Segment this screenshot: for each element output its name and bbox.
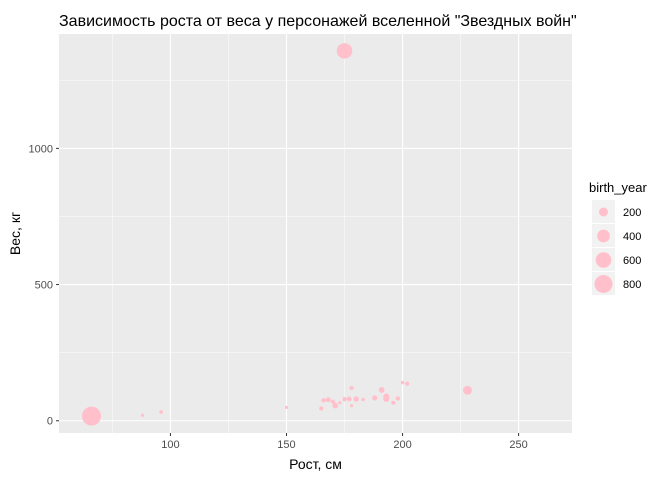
- data-point: [383, 395, 390, 402]
- data-point: [349, 404, 354, 408]
- data-point: [159, 410, 163, 414]
- data-point: [378, 387, 385, 393]
- data-point: [395, 396, 401, 401]
- legend: birth_year 200 400 600 800: [589, 180, 647, 295]
- legend-keys: 200 400 600 800: [592, 200, 641, 295]
- legend-key-point: [599, 207, 608, 217]
- data-point: [325, 397, 331, 403]
- data-point: [336, 43, 353, 59]
- minor-gridlines: [59, 34, 572, 433]
- y-axis-title: Вес, кг: [7, 212, 23, 255]
- data-point: [342, 397, 347, 402]
- legend-label: 800: [623, 279, 641, 291]
- data-point: [319, 406, 324, 411]
- x-axis-title: Рост, см: [289, 456, 342, 472]
- x-tick-label: 150: [277, 439, 295, 451]
- legend-key-point: [594, 275, 613, 293]
- data-point: [391, 400, 396, 405]
- major-gridlines: [59, 34, 572, 433]
- chart-title: Зависимость роста от веса у персонажей в…: [59, 13, 577, 30]
- x-tick-label: 200: [393, 439, 411, 451]
- data-point: [349, 386, 354, 391]
- x-tick-label: 100: [161, 439, 179, 451]
- legend-label: 200: [623, 207, 641, 219]
- data-points: [81, 43, 473, 426]
- data-point: [346, 396, 352, 402]
- data-point: [321, 398, 326, 403]
- data-point: [140, 413, 145, 417]
- legend-label: 400: [623, 231, 641, 243]
- y-tick-label: 0: [47, 416, 53, 428]
- y-axis: 0 500 1000: [29, 143, 59, 428]
- y-tick-label: 1000: [29, 143, 53, 155]
- x-axis: 100 150 200 250: [161, 433, 528, 451]
- data-point: [372, 395, 378, 401]
- legend-key-point: [595, 252, 612, 268]
- x-tick-label: 250: [509, 439, 527, 451]
- data-point: [400, 380, 405, 385]
- data-point: [361, 397, 365, 402]
- plot-panel: [59, 34, 572, 433]
- data-point: [338, 401, 342, 405]
- legend-key-point: [597, 229, 610, 243]
- legend-label: 600: [623, 255, 641, 267]
- data-point: [463, 385, 473, 395]
- legend-title: birth_year: [589, 180, 647, 195]
- data-point: [81, 406, 101, 426]
- data-point: [405, 381, 410, 386]
- data-point: [332, 402, 339, 409]
- y-tick-label: 500: [35, 280, 53, 292]
- data-point: [284, 405, 289, 409]
- data-point: [330, 399, 336, 404]
- data-point: [353, 396, 359, 402]
